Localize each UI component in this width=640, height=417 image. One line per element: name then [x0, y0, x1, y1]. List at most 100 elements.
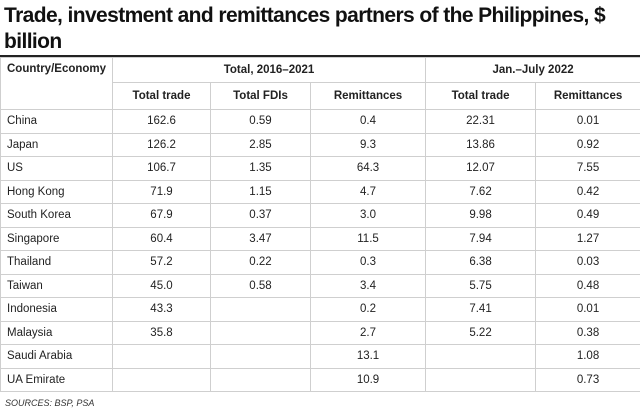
cell: 13.86: [425, 132, 537, 157]
row-label: US: [0, 156, 113, 181]
cell: [210, 344, 311, 369]
table-row: Japan 126.2 2.85 9.3 13.86 0.92: [0, 132, 640, 157]
cell: [425, 367, 537, 392]
column-header: Total trade: [425, 82, 537, 110]
cell: 71.9: [112, 179, 211, 204]
cell: 0.49: [535, 203, 640, 228]
cell: 0.01: [535, 297, 640, 322]
cell: 5.22: [425, 320, 537, 345]
group-header-row: Country/Economy Total, 2016–2021 Jan.–Ju…: [0, 57, 640, 110]
row-label: China: [0, 109, 113, 134]
table-row: Singapore 60.4 3.47 11.5 7.94 1.27: [0, 226, 640, 251]
row-label: UA Emirate: [0, 367, 113, 392]
row-label: Singapore: [0, 226, 113, 251]
row-label: Indonesia: [0, 297, 113, 322]
row-label: Malaysia: [0, 320, 113, 345]
cell: 2.7: [309, 320, 427, 345]
cell: 12.07: [425, 156, 537, 181]
column-header: Total FDIs: [210, 82, 311, 110]
cell: 0.01: [535, 109, 640, 134]
cell: 7.41: [425, 297, 537, 322]
column-header-row: Total trade Total FDIs Remittances Total tr…: [1, 82, 640, 110]
row-label: Saudi Arabia: [0, 344, 113, 369]
table-row: Saudi Arabia 13.1 1.08: [0, 344, 640, 369]
column-header: Remittances: [309, 82, 427, 110]
cell: 9.3: [309, 132, 427, 157]
table-row: South Korea 67.9 0.37 3.0 9.98 0.49: [0, 203, 640, 228]
table-row: China 162.6 0.59 0.4 22.31 0.01: [0, 109, 640, 134]
cell: 0.92: [535, 132, 640, 157]
row-label: Taiwan: [0, 273, 113, 298]
cell: 0.2: [309, 297, 427, 322]
source-note: SOURCES: BSP, PSA: [5, 398, 95, 408]
cell: 22.31: [425, 109, 537, 134]
cell: 126.2: [112, 132, 211, 157]
cell: [112, 344, 211, 369]
table-row: US 106.7 1.35 64.3 12.07 7.55: [0, 156, 640, 181]
row-label: South Korea: [0, 203, 113, 228]
column-header: Remittances: [535, 82, 640, 110]
cell: 7.62: [425, 179, 537, 204]
cell: 11.5: [309, 226, 427, 251]
title: Trade, investment and remittances partne…: [0, 0, 640, 57]
cell: 106.7: [112, 156, 211, 181]
table-row: Hong Kong 71.9 1.15 4.7 7.62 0.42: [0, 179, 640, 204]
cell: 0.03: [535, 250, 640, 275]
row-label: Japan: [0, 132, 113, 157]
cell: 0.38: [535, 320, 640, 345]
cell: 0.73: [535, 367, 640, 392]
cell: 57.2: [112, 250, 211, 275]
cell: 3.47: [210, 226, 311, 251]
cell: 0.42: [535, 179, 640, 204]
cell: 3.0: [309, 203, 427, 228]
cell: 4.7: [309, 179, 427, 204]
cell: 1.35: [210, 156, 311, 181]
group-header: Total, 2016–2021: [111, 57, 427, 83]
row-label: Thailand: [0, 250, 113, 275]
table-body: China 162.6 0.59 0.4 22.31 0.01 Japan 126.2 2.85…: [0, 109, 640, 392]
data-table: Country/Economy Total, 2016–2021 Jan.–Ju…: [0, 57, 640, 392]
cell: 6.38: [425, 250, 537, 275]
cell: 0.59: [210, 109, 311, 134]
cell: [210, 297, 311, 322]
cell: 2.85: [210, 132, 311, 157]
table-row: Indonesia 43.3 0.2 7.41 0.01: [0, 297, 640, 322]
cell: [425, 344, 537, 369]
cell: 162.6: [112, 109, 211, 134]
cell: 1.27: [535, 226, 640, 251]
cell: 60.4: [112, 226, 211, 251]
cell: 0.4: [309, 109, 427, 134]
group-header: Jan.–July 2022: [425, 57, 640, 83]
cell: [112, 367, 211, 392]
table-row: UA Emirate 10.9 0.73: [0, 367, 640, 392]
cell: 13.1: [309, 344, 427, 369]
cell: 5.75: [425, 273, 537, 298]
cell: 7.55: [535, 156, 640, 181]
cell: 1.15: [210, 179, 311, 204]
row-label: Hong Kong: [0, 179, 113, 204]
cell: 3.4: [309, 273, 427, 298]
cell: [210, 320, 311, 345]
column-header: Total trade: [112, 82, 211, 110]
group-header: Country/Economy: [0, 57, 113, 110]
cell: 0.37: [210, 203, 311, 228]
cell: 67.9: [112, 203, 211, 228]
cell: 45.0: [112, 273, 211, 298]
table-head: Country/Economy Total, 2016–2021 Jan.–Ju…: [0, 57, 640, 110]
table-row: Malaysia 35.8 2.7 5.22 0.38: [0, 320, 640, 345]
cell: [210, 367, 311, 392]
cell: 43.3: [112, 297, 211, 322]
table-row: Thailand 57.2 0.22 0.3 6.38 0.03: [0, 250, 640, 275]
cell: 0.58: [210, 273, 311, 298]
cell: 10.9: [309, 367, 427, 392]
cell: 0.48: [535, 273, 640, 298]
cell: 0.3: [309, 250, 427, 275]
cell: 1.08: [535, 344, 640, 369]
cell: 0.22: [210, 250, 311, 275]
cell: 9.98: [425, 203, 537, 228]
cell: 64.3: [309, 156, 427, 181]
cell: 7.94: [425, 226, 537, 251]
cell: 35.8: [112, 320, 211, 345]
table-row: Taiwan 45.0 0.58 3.4 5.75 0.48: [0, 273, 640, 298]
